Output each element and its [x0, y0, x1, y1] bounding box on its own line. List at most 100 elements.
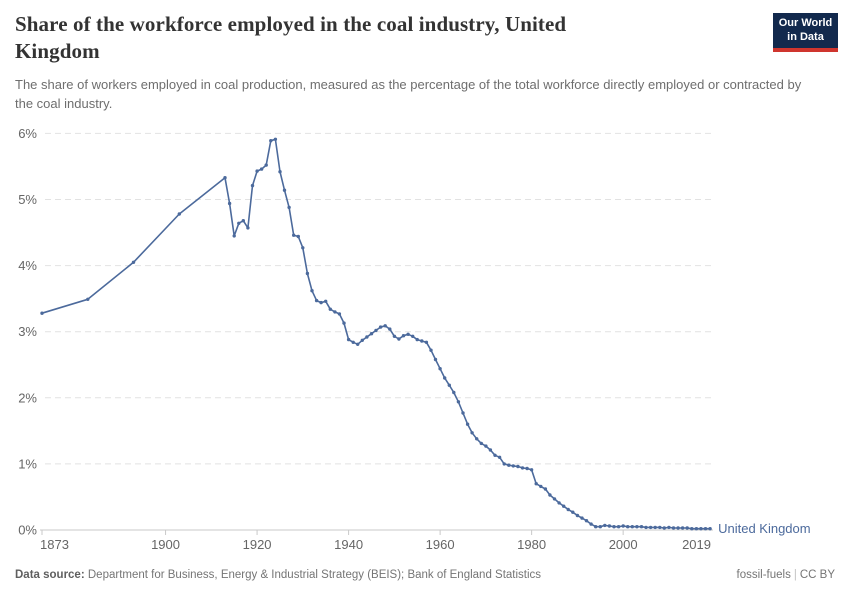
data-point-marker[interactable] — [264, 163, 268, 167]
data-point-marker[interactable] — [630, 525, 634, 529]
data-point-marker[interactable] — [648, 525, 653, 530]
data-point-marker[interactable] — [292, 233, 296, 237]
data-point-marker[interactable] — [479, 441, 483, 446]
data-point-marker[interactable] — [269, 139, 273, 143]
data-point-marker[interactable] — [314, 298, 319, 303]
data-point-marker[interactable] — [461, 411, 465, 415]
data-point-marker[interactable] — [699, 527, 703, 531]
data-point-marker[interactable] — [552, 497, 557, 501]
data-point-marker[interactable] — [433, 357, 438, 362]
data-point-marker[interactable] — [86, 297, 90, 301]
data-point-marker[interactable] — [589, 522, 593, 526]
data-point-marker[interactable] — [703, 527, 708, 531]
data-point-marker[interactable] — [282, 188, 287, 192]
data-point-marker[interactable] — [456, 400, 461, 404]
data-point-marker[interactable] — [502, 462, 506, 466]
data-point-marker[interactable] — [351, 340, 355, 344]
data-point-marker[interactable] — [584, 519, 589, 523]
data-point-marker[interactable] — [301, 246, 305, 250]
data-point-marker[interactable] — [415, 337, 419, 342]
data-point-marker[interactable] — [324, 299, 328, 303]
data-point-marker[interactable] — [493, 453, 497, 457]
data-point-marker[interactable] — [685, 526, 689, 530]
data-point-marker[interactable] — [131, 260, 136, 264]
data-point-marker[interactable] — [520, 466, 525, 470]
data-point-marker[interactable] — [639, 525, 644, 529]
data-point-marker[interactable] — [516, 464, 520, 469]
data-point-marker[interactable] — [616, 525, 621, 529]
data-point-marker[interactable] — [328, 307, 332, 311]
data-point-marker[interactable] — [397, 337, 401, 341]
data-point-marker[interactable] — [250, 183, 255, 188]
data-point-marker[interactable] — [603, 523, 607, 528]
data-point-marker[interactable] — [690, 527, 694, 531]
owid-logo[interactable]: Our World in Data — [773, 13, 838, 52]
data-point-marker[interactable] — [525, 466, 529, 471]
data-point-marker[interactable] — [621, 524, 625, 528]
data-point-marker[interactable] — [671, 526, 676, 530]
data-point-marker[interactable] — [635, 525, 639, 529]
data-point-marker[interactable] — [227, 201, 232, 206]
data-point-marker[interactable] — [566, 507, 570, 512]
data-point-marker[interactable] — [237, 221, 241, 225]
data-point-marker[interactable] — [667, 525, 671, 530]
data-point-marker[interactable] — [374, 328, 378, 333]
data-point-marker[interactable] — [653, 525, 657, 530]
data-point-marker[interactable] — [557, 501, 561, 505]
data-point-marker[interactable] — [484, 444, 488, 448]
data-point-marker[interactable] — [452, 390, 456, 395]
series-label-united-kingdom[interactable]: United Kingdom — [718, 521, 811, 536]
data-point-marker[interactable] — [305, 271, 310, 276]
data-point-marker[interactable] — [177, 212, 181, 216]
data-point-marker[interactable] — [401, 334, 406, 338]
data-point-marker[interactable] — [241, 219, 245, 223]
data-point-marker[interactable] — [465, 422, 470, 426]
data-point-marker[interactable] — [255, 169, 259, 173]
data-point-marker[interactable] — [388, 327, 392, 331]
data-point-marker[interactable] — [447, 383, 451, 387]
data-point-marker[interactable] — [287, 205, 291, 210]
data-point-marker[interactable] — [543, 487, 548, 491]
data-point-marker[interactable] — [259, 167, 264, 171]
data-point-marker[interactable] — [278, 170, 282, 174]
data-point-marker[interactable] — [694, 527, 699, 531]
license-link[interactable]: CC BY — [799, 569, 835, 581]
data-point-marker[interactable] — [548, 493, 552, 497]
data-point-marker[interactable] — [562, 504, 566, 508]
data-point-marker[interactable] — [342, 321, 346, 325]
data-point-marker[interactable] — [337, 312, 342, 316]
data-point-marker[interactable] — [406, 332, 410, 336]
data-point-marker[interactable] — [626, 525, 630, 529]
data-point-marker[interactable] — [223, 176, 227, 180]
data-point-marker[interactable] — [360, 338, 364, 342]
data-point-marker[interactable] — [708, 527, 712, 531]
data-point-marker[interactable] — [470, 431, 474, 435]
data-point-marker[interactable] — [598, 525, 602, 529]
data-point-marker[interactable] — [539, 484, 543, 489]
data-point-marker[interactable] — [392, 334, 397, 338]
data-point-marker[interactable] — [612, 525, 616, 529]
data-point-marker[interactable] — [475, 437, 479, 441]
data-point-marker[interactable] — [333, 310, 337, 314]
data-point-marker[interactable] — [369, 332, 374, 336]
data-point-marker[interactable] — [534, 482, 538, 486]
data-point-marker[interactable] — [273, 137, 278, 141]
data-point-marker[interactable] — [411, 334, 415, 338]
data-point-marker[interactable] — [378, 325, 383, 329]
data-point-marker[interactable] — [246, 226, 250, 230]
data-point-marker[interactable] — [662, 526, 666, 530]
data-point-marker[interactable] — [571, 510, 575, 514]
data-point-marker[interactable] — [594, 525, 598, 529]
data-point-marker[interactable] — [676, 526, 680, 530]
data-point-marker[interactable] — [438, 367, 442, 371]
series-line-united-kingdom[interactable] — [41, 138, 711, 530]
data-point-marker[interactable] — [580, 516, 584, 520]
data-point-marker[interactable] — [40, 311, 44, 315]
data-point-marker[interactable] — [365, 335, 369, 339]
data-point-marker[interactable] — [383, 324, 387, 328]
data-point-marker[interactable] — [644, 525, 648, 530]
data-point-marker[interactable] — [607, 524, 612, 528]
data-point-marker[interactable] — [497, 455, 502, 459]
data-point-marker[interactable] — [680, 526, 685, 530]
data-point-marker[interactable] — [507, 463, 511, 467]
